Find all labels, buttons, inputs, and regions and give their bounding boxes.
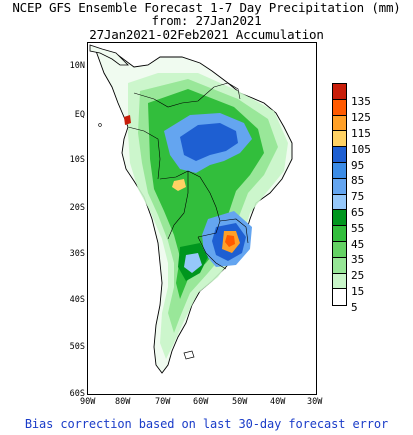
legend-swatch-85 <box>333 162 346 179</box>
south-america-map-svg <box>89 44 293 374</box>
lat-label-10s: 10S <box>69 155 85 165</box>
legend-label-15: 15 <box>351 285 365 298</box>
precipitation-map <box>87 42 317 395</box>
legend-swatch-15 <box>333 273 346 290</box>
legend-swatch-105 <box>333 131 346 148</box>
lat-label-eq: EQ <box>74 110 85 120</box>
precip-75mm-argentina <box>184 253 202 273</box>
legend-label-75: 75 <box>351 190 365 203</box>
legend-label-135: 135 <box>351 95 371 108</box>
legend-label-25: 25 <box>351 269 365 282</box>
legend-swatch-65 <box>333 194 346 211</box>
lat-label-40s: 40S <box>69 295 85 305</box>
legend-swatch-55 <box>333 210 346 227</box>
legend-label-115: 115 <box>351 127 371 140</box>
lon-label-80w: 80W <box>115 397 131 407</box>
legend-swatch-25 <box>333 257 346 274</box>
precip-115mm-bolivia <box>172 179 186 191</box>
lat-label-60s: 60S <box>69 389 85 399</box>
legend-swatch-35 <box>333 241 346 258</box>
precip-135mm-ecuador <box>124 115 131 125</box>
legend-swatch-115 <box>333 115 346 132</box>
legend-swatch-45 <box>333 226 346 242</box>
lon-label-70w: 70W <box>155 397 171 407</box>
map-title: NCEP GFS Ensemble Forecast 1-7 Day Preci… <box>12 0 401 15</box>
legend-label-85: 85 <box>351 174 365 187</box>
precip-95mm-amazon <box>180 123 238 161</box>
land-central-america <box>89 44 129 66</box>
country-borders <box>127 82 249 270</box>
legend-label-65: 65 <box>351 206 365 219</box>
lon-label-50w: 50W <box>232 397 248 407</box>
lat-label-50s: 50S <box>69 342 85 352</box>
precip-125mm-south <box>225 235 235 247</box>
lon-label-30w: 30W <box>307 397 323 407</box>
legend-swatch-135 <box>333 84 346 100</box>
lon-label-60w: 60W <box>193 397 209 407</box>
legend-swatch-95 <box>333 147 346 163</box>
precipitation-color-legend <box>332 83 347 307</box>
legend-label-5: 5 <box>351 301 358 314</box>
legend-swatch-75 <box>333 178 346 195</box>
lon-label-90w: 90W <box>80 397 96 407</box>
forecast-start-date: from: 27Jan2021 <box>151 13 262 28</box>
legend-label-125: 125 <box>351 111 371 124</box>
lat-label-20s: 20S <box>69 203 85 213</box>
legend-label-45: 45 <box>351 238 365 251</box>
accumulation-period: 27Jan2021-02Feb2021 Accumulation <box>89 27 324 42</box>
lon-label-40w: 40W <box>270 397 286 407</box>
lat-label-30s: 30S <box>69 249 85 259</box>
bias-correction-note: Bias correction based on last 30-day for… <box>24 417 389 431</box>
legend-swatch-5 <box>333 289 346 306</box>
legend-swatch-125 <box>333 99 346 116</box>
galapagos-islands <box>98 123 102 127</box>
legend-label-105: 105 <box>351 143 371 156</box>
falkland-islands <box>183 350 195 360</box>
legend-label-95: 95 <box>351 159 365 172</box>
lat-label-10n: 10N <box>69 61 85 71</box>
legend-label-35: 35 <box>351 253 365 266</box>
legend-label-55: 55 <box>351 222 365 235</box>
